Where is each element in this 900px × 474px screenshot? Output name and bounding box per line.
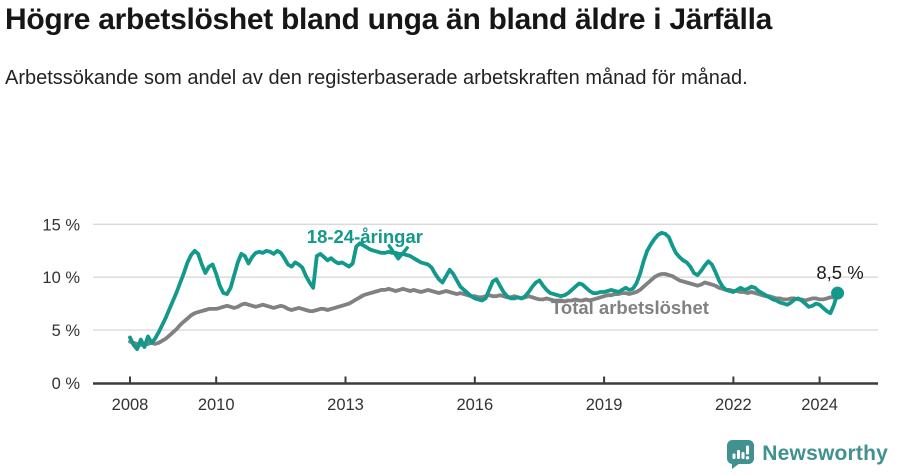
label-arrow-icon: [387, 244, 409, 261]
x-axis-label: 2010: [198, 396, 235, 414]
series-line: [128, 230, 840, 352]
x-axis-label: 2008: [112, 396, 149, 414]
series-line: [128, 272, 840, 347]
x-axis-label: 2019: [586, 396, 623, 414]
y-axis-label: 5 %: [52, 322, 81, 340]
series-label: Total arbetslöshet: [551, 297, 709, 318]
page-title: Högre arbetslöshet bland unga än bland ä…: [5, 3, 773, 36]
series-end-dot: [831, 286, 845, 300]
y-axis-label: 10 %: [42, 269, 80, 287]
newsworthy-logo-icon: [727, 440, 755, 469]
y-axis-label: 15 %: [42, 216, 80, 234]
y-axis-label: 0 %: [52, 375, 81, 393]
brand-name: Newsworthy: [762, 442, 888, 465]
newsworthy-brand: Newsworthy: [726, 439, 888, 469]
x-axis-label: 2024: [801, 396, 838, 414]
page-subtitle: Arbetssökande som andel av den registerb…: [5, 66, 748, 89]
series-label: 18-24-åringar: [307, 226, 423, 247]
x-axis-label: 2022: [715, 396, 752, 414]
x-axis-label: 2016: [456, 396, 493, 414]
end-value-label: 8,5 %: [816, 262, 863, 283]
page-header: Högre arbetslöshet bland unga än bland ä…: [5, 2, 772, 91]
x-axis-label: 2013: [327, 396, 364, 414]
